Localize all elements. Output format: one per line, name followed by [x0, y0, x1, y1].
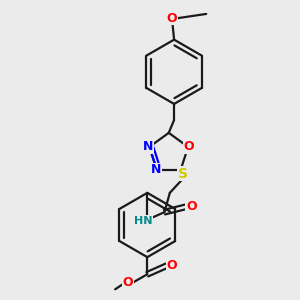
- Text: N: N: [151, 163, 161, 176]
- Text: O: O: [123, 276, 133, 290]
- Text: N: N: [143, 140, 154, 153]
- Text: HN: HN: [134, 216, 152, 226]
- Text: O: O: [167, 12, 177, 25]
- Text: S: S: [178, 167, 188, 181]
- Text: O: O: [184, 140, 194, 153]
- Text: O: O: [167, 259, 177, 272]
- Text: O: O: [186, 200, 196, 213]
